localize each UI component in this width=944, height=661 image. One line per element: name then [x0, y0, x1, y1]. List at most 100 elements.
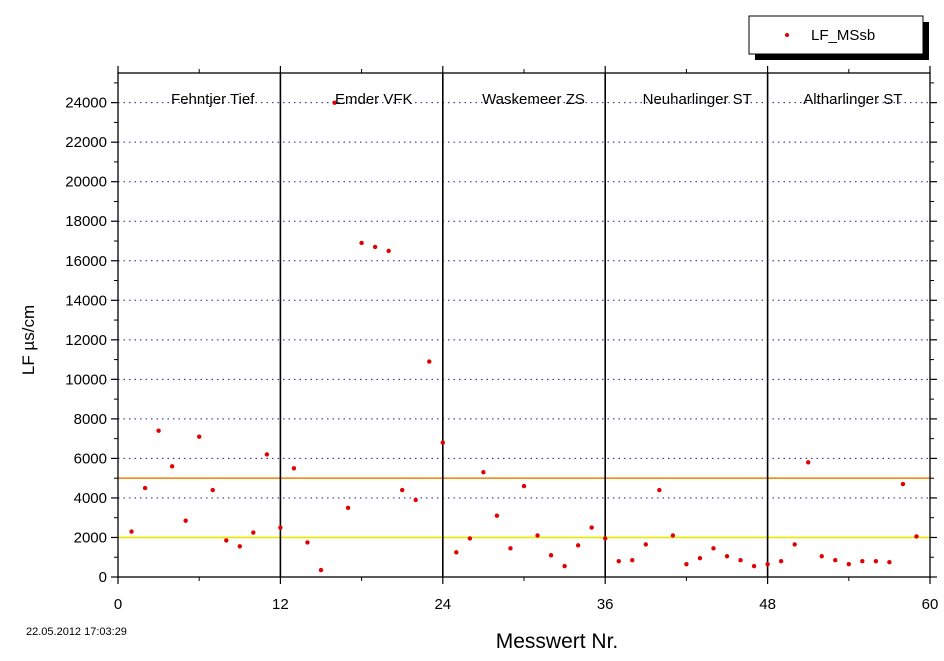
data-point [278, 525, 283, 530]
section-label: Waskemeer ZS [482, 91, 585, 108]
x-axis: 0 12 24 36 48 60 [114, 66, 939, 613]
legend-marker [785, 33, 789, 37]
y-tick-label: 18000 [65, 213, 107, 230]
data-point [575, 543, 581, 548]
y-tick-label: 12000 [65, 332, 107, 349]
reference-lines [118, 477, 930, 539]
data-point [792, 542, 797, 547]
x-tick-label: 12 [272, 596, 289, 613]
data-point [318, 567, 324, 573]
grid [118, 102, 930, 538]
y-tick-label: 20000 [65, 174, 107, 191]
data-point [264, 452, 270, 457]
y-tick-label: 0 [99, 569, 107, 586]
data-point [670, 533, 676, 538]
section-label: Emder VFK [335, 91, 413, 108]
data-point [724, 554, 730, 559]
y-tick-label: 8000 [74, 411, 107, 428]
data-point [508, 546, 513, 551]
data-point [548, 553, 554, 558]
data-point [481, 470, 486, 475]
y-axis-title: LF µs/cm [19, 305, 38, 375]
data-point [521, 483, 527, 489]
x-tick-label: 60 [922, 596, 939, 613]
data-point [697, 556, 703, 561]
data-point [237, 544, 242, 549]
y-tick-label: 10000 [65, 371, 107, 388]
data-point [738, 558, 743, 563]
data-point [603, 536, 608, 541]
data-point [291, 466, 297, 471]
data-point [494, 513, 500, 518]
data-point [129, 529, 134, 534]
data-point [887, 559, 892, 565]
data-point [156, 428, 161, 433]
data-point [359, 240, 364, 246]
legend: LF_MSsb [748, 15, 929, 60]
legend-label: LF_MSsb [811, 27, 875, 44]
data-point [251, 530, 256, 535]
y-tick-label: 16000 [65, 253, 107, 270]
data-point [345, 505, 351, 511]
data-point [711, 546, 716, 551]
x-tick-label: 36 [597, 596, 614, 613]
data-point [332, 100, 337, 105]
data-point [643, 542, 648, 547]
y-tick-label: 4000 [74, 490, 107, 507]
section-dividers [279, 73, 769, 577]
data-point [846, 561, 851, 567]
data-point [819, 554, 824, 559]
data-point [630, 558, 635, 563]
plot-area: Fehntjer Tief Emder VFK Waskemeer ZS Neuhar… [117, 72, 931, 578]
data-point [197, 434, 202, 439]
x-tick-label: 48 [759, 596, 776, 613]
x-tick-label: 24 [434, 596, 451, 613]
data-point [440, 440, 445, 445]
y-tick-label: 14000 [65, 292, 107, 309]
data-point [183, 518, 188, 523]
y-tick-label: 24000 [65, 95, 107, 112]
data-point [305, 540, 310, 545]
section-labels: Fehntjer Tief Emder VFK Waskemeer ZS Neuhar… [171, 91, 902, 108]
y-tick-label: 2000 [74, 529, 107, 546]
data-point [765, 561, 770, 567]
data-point [778, 558, 784, 564]
data-point [386, 248, 391, 254]
data-point [467, 536, 473, 541]
data-point [616, 558, 621, 564]
data-point [210, 487, 215, 493]
data-point [562, 563, 567, 569]
x-tick-label: 0 [114, 596, 122, 613]
data-point [224, 538, 229, 543]
plot-frame [117, 72, 931, 578]
data-point [169, 464, 175, 469]
data-point [684, 561, 689, 567]
data-point [372, 244, 378, 250]
data-point [873, 558, 879, 564]
data-point [454, 550, 459, 555]
data-point [535, 533, 540, 538]
data-point [914, 534, 919, 539]
data-point [833, 558, 838, 563]
legend-box [748, 15, 924, 55]
data-point [751, 563, 757, 569]
y-axis: 0 2000 4000 6000 8000 10000 12000 14000 16000 180… [65, 82, 937, 586]
data-point [806, 460, 811, 465]
y-tick-label: 6000 [74, 450, 107, 467]
data-point [427, 359, 432, 364]
data-point [413, 497, 418, 503]
x-axis-title: Messwert Nr. [496, 630, 619, 653]
data-point [400, 487, 405, 493]
y-tick-label: 22000 [65, 134, 107, 151]
data-point [900, 481, 906, 487]
section-label: Fehntjer Tief [171, 91, 255, 108]
section-label: Neuharlinger ST [643, 91, 752, 108]
data-points [129, 100, 919, 573]
section-label: Altharlinger ST [803, 91, 902, 108]
data-point [142, 485, 148, 491]
data-point [589, 525, 594, 530]
data-point [657, 487, 662, 493]
timestamp: 22.05.2012 17:03:29 [26, 626, 127, 638]
data-point [860, 558, 865, 564]
